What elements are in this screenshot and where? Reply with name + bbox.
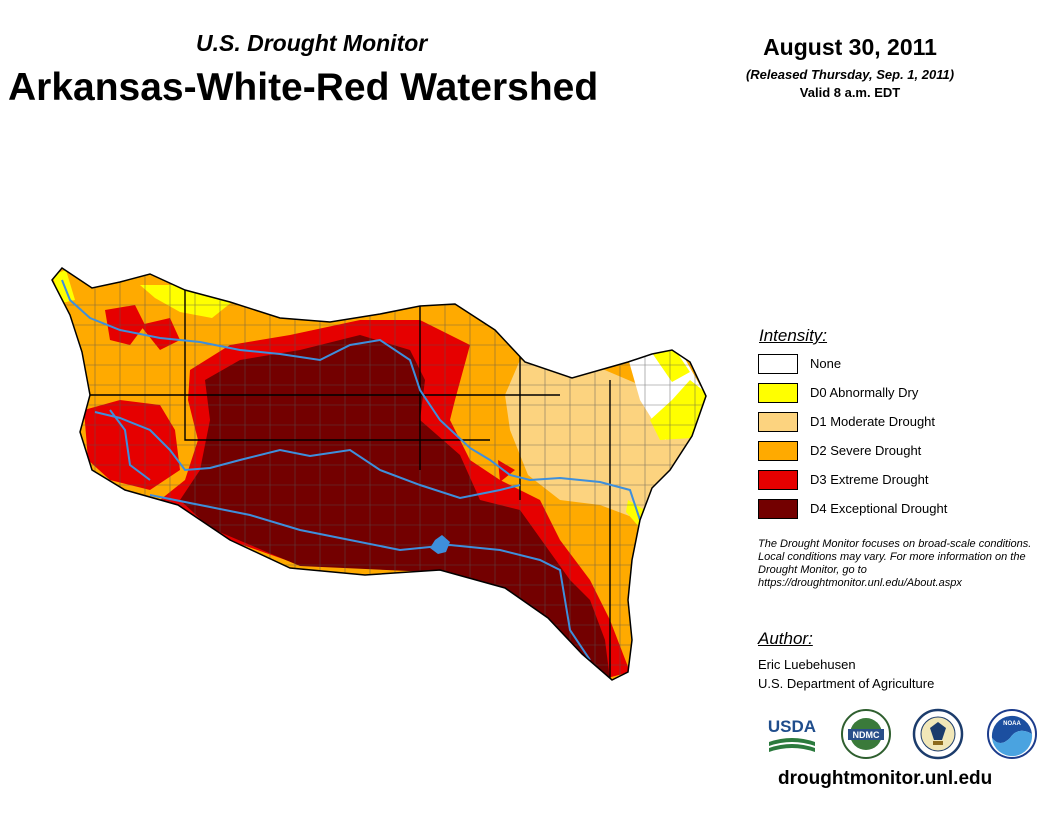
svg-text:NDMC: NDMC (853, 730, 880, 740)
d0-zone-north (140, 285, 232, 318)
legend-item-d1: D1 Moderate Drought (758, 412, 947, 441)
legend-swatch (758, 470, 798, 490)
legend-item-d2: D2 Severe Drought (758, 441, 947, 470)
d3-zone-river (498, 460, 515, 482)
pecos-branch (109, 409, 151, 481)
drought-map (51, 267, 707, 681)
map-subtitle: U.S. Drought Monitor (196, 30, 428, 56)
svg-text:USDA: USDA (768, 717, 816, 736)
map-date: August 30, 2011 (763, 34, 937, 60)
legend-item-d3: D3 Extreme Drought (758, 470, 947, 499)
legend-swatch (758, 499, 798, 519)
svg-text:NOAA: NOAA (1003, 721, 1021, 727)
rivers (61, 279, 641, 661)
website-link[interactable]: droughtmonitor.unl.edu (778, 768, 993, 789)
arkansas-river (61, 279, 641, 521)
legend-label: None (810, 356, 842, 371)
legend-item-none: None (758, 354, 947, 383)
legend-label: D2 Severe Drought (810, 443, 922, 458)
legend-label: D4 Exceptional Drought (810, 501, 948, 516)
author-name: Eric Luebehusen (758, 657, 856, 672)
legend-label: D1 Moderate Drought (810, 414, 936, 429)
red-river (149, 494, 591, 661)
legend-item-d4: D4 Exceptional Drought (758, 499, 947, 528)
d0-zone-northwest (52, 270, 75, 303)
state-lines (52, 268, 611, 680)
doc-seal-logo (912, 708, 964, 760)
legend-swatch (758, 441, 798, 461)
author-organization: U.S. Department of Agriculture (758, 676, 935, 691)
legend-item-d0: D0 Abnormally Dry (758, 383, 947, 412)
legend-swatch (758, 383, 798, 403)
legend-title: Intensity: (759, 326, 828, 345)
author-heading: Author: (758, 629, 813, 648)
legend-swatch (758, 354, 798, 374)
lake-texoma (430, 535, 450, 554)
release-date: (Released Thursday, Sep. 1, 2011) (745, 67, 955, 82)
legend-label: D3 Extreme Drought (810, 472, 929, 487)
legend-label: D0 Abnormally Dry (810, 385, 919, 400)
map-title: Arkansas-White-Red Watershed (8, 66, 599, 109)
ndmc-logo: NDMC (841, 709, 891, 759)
legend: None D0 Abnormally Dry D1 Moderate Droug… (758, 354, 947, 528)
valid-time: Valid 8 a.m. EDT (799, 85, 901, 100)
canadian-river (94, 411, 521, 500)
legend-swatch (758, 412, 798, 432)
watershed-outline (51, 267, 707, 681)
noaa-logo: NOAA (987, 709, 1037, 759)
date-block: August 30, 2011 (Released Thursday, Sep.… (700, 34, 1000, 100)
usda-logo: USDA (768, 717, 816, 752)
monitor-note: The Drought Monitor focuses on broad-sca… (758, 538, 1032, 589)
